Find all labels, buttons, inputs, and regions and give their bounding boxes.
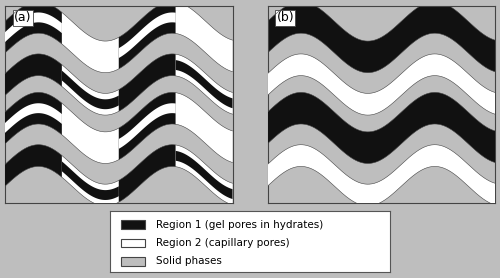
Polygon shape: [62, 103, 119, 163]
Polygon shape: [119, 103, 176, 149]
Polygon shape: [62, 71, 119, 109]
Polygon shape: [119, 13, 176, 58]
Polygon shape: [268, 145, 495, 206]
Polygon shape: [5, 145, 62, 186]
Polygon shape: [176, 54, 233, 114]
Polygon shape: [268, 54, 495, 115]
Text: Solid phases: Solid phases: [156, 256, 222, 266]
Polygon shape: [268, 2, 495, 73]
FancyBboxPatch shape: [121, 257, 144, 266]
Polygon shape: [119, 92, 176, 160]
Polygon shape: [176, 93, 233, 163]
Polygon shape: [176, 145, 233, 205]
Polygon shape: [119, 54, 176, 111]
Polygon shape: [268, 92, 495, 163]
Text: Region 1 (gel pores in hydrates): Region 1 (gel pores in hydrates): [156, 220, 323, 230]
Polygon shape: [62, 65, 119, 115]
Polygon shape: [5, 13, 62, 42]
Text: (a): (a): [14, 11, 32, 24]
Polygon shape: [62, 155, 119, 206]
Polygon shape: [5, 2, 62, 53]
Polygon shape: [5, 54, 62, 95]
Polygon shape: [176, 2, 233, 72]
Text: Region 2 (capillary pores): Region 2 (capillary pores): [156, 238, 290, 248]
Polygon shape: [62, 13, 119, 73]
Polygon shape: [5, 92, 62, 144]
FancyBboxPatch shape: [121, 239, 144, 247]
FancyBboxPatch shape: [121, 220, 144, 229]
Polygon shape: [119, 145, 176, 202]
Text: (b): (b): [276, 11, 294, 24]
Polygon shape: [62, 162, 119, 200]
Polygon shape: [176, 60, 233, 108]
Polygon shape: [5, 103, 62, 133]
Polygon shape: [176, 151, 233, 199]
Polygon shape: [119, 2, 176, 69]
